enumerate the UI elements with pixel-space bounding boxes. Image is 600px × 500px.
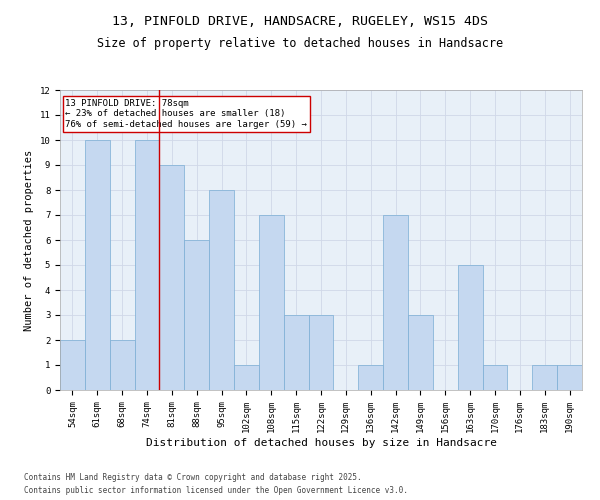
Bar bbox=[383, 215, 408, 390]
Bar bbox=[408, 315, 433, 390]
Bar bbox=[532, 365, 557, 390]
Bar bbox=[184, 240, 209, 390]
Bar bbox=[259, 215, 284, 390]
Bar bbox=[284, 315, 308, 390]
Bar bbox=[458, 265, 482, 390]
Text: Contains public sector information licensed under the Open Government Licence v3: Contains public sector information licen… bbox=[24, 486, 408, 495]
Bar bbox=[160, 165, 184, 390]
Bar bbox=[308, 315, 334, 390]
X-axis label: Distribution of detached houses by size in Handsacre: Distribution of detached houses by size … bbox=[146, 438, 497, 448]
Bar bbox=[110, 340, 134, 390]
Bar bbox=[557, 365, 582, 390]
Text: Size of property relative to detached houses in Handsacre: Size of property relative to detached ho… bbox=[97, 38, 503, 51]
Text: Contains HM Land Registry data © Crown copyright and database right 2025.: Contains HM Land Registry data © Crown c… bbox=[24, 474, 362, 482]
Bar bbox=[482, 365, 508, 390]
Bar bbox=[60, 340, 85, 390]
Bar bbox=[85, 140, 110, 390]
Y-axis label: Number of detached properties: Number of detached properties bbox=[24, 150, 34, 330]
Bar bbox=[358, 365, 383, 390]
Text: 13 PINFOLD DRIVE: 78sqm
← 23% of detached houses are smaller (18)
76% of semi-de: 13 PINFOLD DRIVE: 78sqm ← 23% of detache… bbox=[65, 99, 307, 129]
Text: 13, PINFOLD DRIVE, HANDSACRE, RUGELEY, WS15 4DS: 13, PINFOLD DRIVE, HANDSACRE, RUGELEY, W… bbox=[112, 15, 488, 28]
Bar bbox=[209, 190, 234, 390]
Bar bbox=[234, 365, 259, 390]
Bar bbox=[134, 140, 160, 390]
